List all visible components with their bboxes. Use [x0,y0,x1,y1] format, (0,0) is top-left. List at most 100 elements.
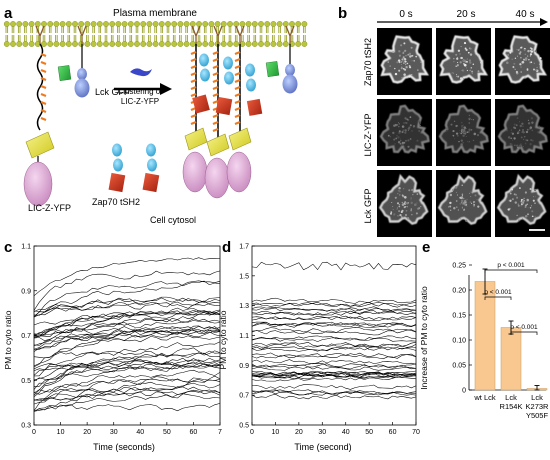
cell-speckle [392,50,395,53]
cell-speckle [466,140,468,142]
trace-line-25 [33,378,221,405]
cell-speckle [460,199,464,203]
x-tick-label: 60 [190,429,198,436]
clustering-arrow-head [160,83,172,95]
trace-line-24 [251,321,417,328]
cell-speckle [461,193,464,195]
cell-speckle [403,126,405,128]
lck-kinase [282,74,298,94]
itam-mark [212,57,219,63]
cell-speckle [407,145,410,148]
itam-mark [190,92,197,98]
trace-line-14 [33,311,221,346]
cell-speckle [515,193,517,196]
micrograph-r2-c2 [495,170,550,237]
lipid-head [158,21,165,27]
cell-speckle [456,57,459,60]
cell-speckle [453,206,456,210]
y-tick-label: 0.25 [452,263,466,270]
cell-speckle [473,132,477,136]
cell-speckle [456,194,458,196]
cell-speckle [534,202,536,204]
cell-speckle [537,131,539,133]
cell-speckle [468,118,471,121]
cell-speckle [510,137,512,140]
micrograph-r1-c0 [377,99,432,166]
trace-line-9 [33,297,221,316]
lipid-head [90,41,97,47]
category-label-2: Lck [531,393,543,402]
cell-speckle [403,42,406,45]
cell-speckle [462,197,465,200]
cell-speckle [411,55,413,57]
cell-speckle [404,117,407,120]
lipid-head [220,41,227,47]
lipid-head [208,41,215,47]
cell-speckle [474,194,477,197]
trace-line-43 [33,325,221,347]
plot-frame [251,245,417,426]
trace-line-8 [251,376,417,382]
trace-line-40 [33,359,221,377]
cell-speckle [392,131,395,135]
cell-speckle [420,61,422,64]
cell-speckle [447,206,450,208]
lipid-head [22,21,29,27]
cell-speckle [417,69,419,71]
yfp-barrel [25,131,55,159]
trace-line-44 [33,257,221,297]
zap-sh2-domain [223,56,233,70]
cell-speckle [527,49,530,53]
cell-speckle [403,51,405,53]
lipid-head [152,21,159,27]
trace-line-36 [251,366,417,371]
trace-line-29 [33,296,221,313]
cell-speckle [470,129,473,131]
cell-speckle [522,125,524,127]
itam-mark [234,57,241,63]
itam-mark [190,57,197,63]
cell-speckle [459,130,461,132]
cell-speckle [514,201,517,204]
x-tick-label: 40 [136,429,144,436]
cell-speckle [452,135,455,137]
trace-line-27 [251,371,417,376]
category-label-2: K273R [526,402,550,411]
itam-mark [190,50,197,56]
cell-speckle [467,51,470,54]
lipid-head [270,41,277,47]
cell-speckle [396,207,398,209]
trace-line-23 [251,302,417,308]
cell-speckle [531,215,534,218]
itam-mark [234,85,241,91]
cell-speckle [515,124,518,127]
cell-speckle [405,209,408,212]
micrograph-r0-c0 [377,28,432,95]
cell-speckle [520,200,522,202]
cell-speckle [398,186,401,190]
y-tick-label: 0.3 [21,423,31,430]
lipid-head [28,41,35,47]
cell-speckle [513,62,516,65]
cell-speckle [509,199,512,202]
category-label-1: R154K [500,402,523,411]
cell-speckle [530,117,534,120]
trace-line-21 [33,364,221,398]
cell-speckle [405,140,407,142]
cell-speckle [415,48,417,50]
cell-speckle [401,216,403,218]
lic-domain [23,161,53,207]
cell-speckle [398,125,400,128]
cell-speckle [453,61,455,63]
row-label-zap70: Zap70 tSH2 [363,38,373,86]
cell-speckle [476,54,479,57]
cell-speckle [514,127,517,129]
cell-speckle [472,139,475,142]
cell-speckle [507,208,510,211]
cell-speckle [460,197,463,200]
cell-speckle [450,123,453,126]
zap-sh2-domain [147,158,157,172]
lipid-head [245,21,252,27]
cell-speckle [464,47,467,50]
cell-speckle [519,52,521,55]
